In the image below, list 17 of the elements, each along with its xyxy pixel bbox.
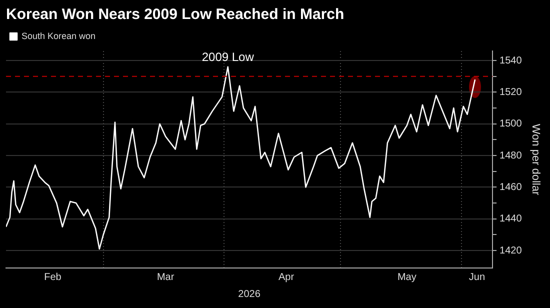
y-tick-label: 1460	[500, 182, 522, 193]
legend-label: South Korean won	[22, 30, 96, 41]
y-tick-label: 1440	[500, 214, 522, 225]
y-tick-label: 1520	[500, 86, 522, 98]
y-tick-label: 1540	[500, 55, 522, 66]
x-tick-label: Apr	[278, 272, 295, 283]
y-tick-label: 1480	[500, 150, 522, 162]
x-tick-label: May	[397, 272, 416, 283]
y-axis-title: Won per dollar	[529, 124, 542, 196]
x-tick-label: Mar	[156, 272, 175, 283]
ref-line-label: 2009 Low	[202, 50, 254, 64]
y-tick-label: 1420	[500, 245, 522, 256]
x-axis-title: 2026	[238, 288, 261, 300]
chart-title: Korean Won Nears 2009 Low Reached in March	[6, 6, 344, 24]
x-tick-label: Jun	[468, 272, 486, 283]
x-tick-label: Feb	[44, 272, 62, 283]
y-tick-label: 1500	[500, 118, 522, 130]
